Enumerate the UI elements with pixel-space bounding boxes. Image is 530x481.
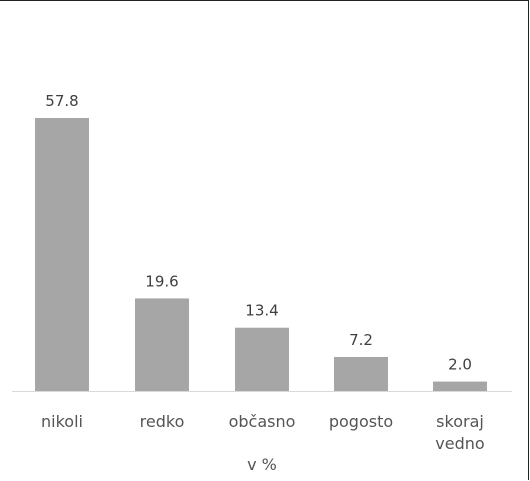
bar — [433, 381, 487, 391]
data-label: 57.8 — [45, 92, 78, 110]
data-label: 2.0 — [448, 356, 472, 374]
data-label: 13.4 — [245, 302, 278, 320]
bar — [35, 118, 89, 391]
data-label: 19.6 — [145, 272, 178, 290]
bars-group — [35, 118, 487, 391]
x-tick-label: redko — [140, 412, 185, 431]
data-labels-group: 57.8 19.6 13.4 7.2 2.0 — [45, 92, 472, 374]
x-tick-label: pogosto — [329, 412, 393, 431]
data-label: 7.2 — [349, 331, 373, 349]
category-labels-group: nikoli redko občasno pogosto skoraj vedno — [41, 412, 485, 453]
bar — [334, 356, 388, 391]
x-tick-label: vedno — [435, 434, 484, 453]
bar — [235, 327, 289, 391]
x-axis-unit-label: v % — [247, 455, 277, 474]
x-tick-label: skoraj — [436, 412, 484, 431]
bar — [135, 298, 189, 391]
x-tick-label: občasno — [229, 412, 296, 431]
x-tick-label: nikoli — [41, 412, 83, 431]
